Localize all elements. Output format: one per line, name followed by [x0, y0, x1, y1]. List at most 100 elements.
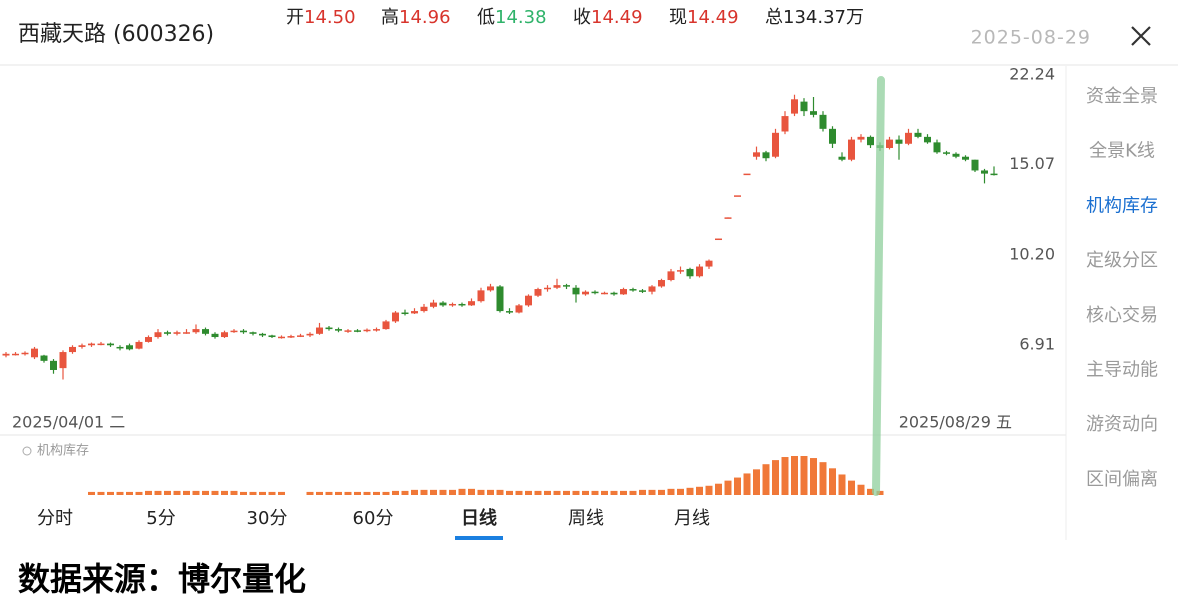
indicator-bar: [667, 488, 675, 495]
dynamic: 开14.50 高14.96 低14.38 收14.49 现14.49 总134.37万22…: [2, 7, 1158, 540]
candle-body: [249, 332, 257, 334]
indicator-bar: [838, 474, 846, 495]
indicator-bar: [278, 491, 285, 495]
indicator-bar: [629, 490, 637, 495]
side-menu-item[interactable]: 资金全景: [1086, 86, 1158, 107]
indicator-bar: [88, 491, 95, 495]
tab[interactable]: 分时: [37, 508, 73, 529]
tab[interactable]: 日线: [461, 507, 497, 529]
indicator-bar: [506, 490, 513, 495]
candle-body: [107, 343, 114, 346]
candle-body: [857, 136, 865, 140]
tab[interactable]: 周线: [568, 508, 604, 529]
candle-body: [753, 152, 760, 157]
quote-label: 收: [573, 7, 591, 28]
indicator-bar: [610, 490, 618, 495]
indicator-bar: [430, 489, 437, 495]
tab[interactable]: 60分: [353, 508, 394, 529]
tab[interactable]: 5分: [146, 508, 175, 529]
candle-body: [971, 159, 979, 171]
indicator-bar: [591, 490, 599, 495]
candle-body: [392, 312, 399, 322]
side-menu-item[interactable]: 机构库存: [1086, 195, 1158, 216]
candle-body: [781, 116, 789, 132]
indicator-bar: [401, 490, 409, 495]
candle-body: [791, 99, 798, 114]
indicator-bar: [382, 491, 390, 495]
indicator-bar: [772, 460, 779, 495]
y-tick-label: 6.91: [1019, 334, 1055, 353]
candle-body: [12, 353, 19, 356]
indicator-bar: [221, 490, 228, 495]
indicator-bar: [781, 457, 789, 495]
indicator-bar: [458, 488, 466, 495]
side-menu-item[interactable]: 全景K线: [1089, 141, 1155, 162]
candle-body: [686, 268, 694, 277]
candle-body: [525, 295, 532, 306]
candle-body: [553, 285, 561, 288]
tab[interactable]: 月线: [674, 508, 710, 529]
indicator-bar: [268, 491, 276, 495]
indicator-bar: [97, 491, 105, 495]
candle-body: [933, 142, 941, 153]
candle-body: [468, 301, 475, 306]
indicator-bar: [677, 488, 684, 495]
x-label: 2025/08/29 五: [899, 413, 1012, 432]
candle-body: [962, 156, 969, 160]
candle-body: [848, 139, 855, 160]
side-menu-item[interactable]: 主导动能: [1086, 360, 1158, 381]
quote-value: 14.50: [304, 7, 356, 28]
candle-body: [154, 332, 162, 338]
indicator-bar: [325, 491, 333, 495]
candle-body: [610, 292, 618, 295]
indicator-bar: [724, 480, 732, 495]
candle-body: [601, 292, 608, 295]
candle-body: [221, 332, 228, 338]
indicator-bar: [734, 477, 741, 495]
y-tick-label: 22.24: [1009, 64, 1055, 83]
indicator-bar: [582, 490, 589, 495]
side-menu-item[interactable]: 区间偏离: [1086, 469, 1158, 490]
candle-body: [629, 289, 637, 291]
candle-body: [534, 289, 542, 296]
indicator-bar: [316, 491, 323, 495]
close-button[interactable]: [1131, 26, 1151, 46]
candle-body: [173, 332, 181, 334]
candle-body: [563, 285, 570, 287]
candle-body: [458, 303, 466, 306]
side-menu-item[interactable]: 核心交易: [1086, 305, 1158, 326]
indicator-bar: [496, 489, 504, 495]
candle-body: [715, 238, 722, 241]
candle-body: [259, 333, 266, 336]
indicator-bar: [411, 489, 418, 495]
indicator-bar: [658, 489, 665, 495]
side-menu-item[interactable]: 游资动向: [1086, 414, 1158, 435]
indicator-bar: [639, 489, 646, 495]
indicator-bar: [135, 491, 143, 495]
indicator-bar: [762, 464, 770, 495]
candle-body: [192, 329, 200, 333]
candle-body: [886, 139, 893, 149]
candle-body: [914, 132, 922, 137]
tab[interactable]: 30分: [247, 508, 288, 529]
candle-body: [126, 345, 133, 350]
indicator-bar: [373, 491, 380, 495]
candle-body: [496, 286, 504, 312]
date: 2025-08-29: [971, 27, 1091, 49]
side-menu-item[interactable]: 定级分区: [1086, 250, 1158, 271]
candle-body: [306, 333, 314, 336]
candle-body: [477, 290, 485, 302]
candle-body: [838, 156, 846, 160]
candle-body: [677, 270, 684, 272]
candle-body: [658, 280, 665, 287]
indicator-bar: [705, 485, 713, 495]
candle-body: [59, 352, 67, 369]
indicator-bar: [743, 473, 751, 495]
indicator-bar: [867, 488, 874, 495]
indicator-title: 机构库存: [37, 443, 89, 459]
candle-body: [439, 302, 447, 306]
indicator-bar: [344, 491, 352, 495]
indicator-bar: [392, 490, 399, 495]
candle-body: [582, 291, 589, 295]
